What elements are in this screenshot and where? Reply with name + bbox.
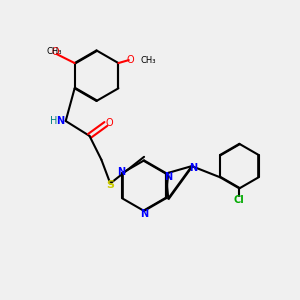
Text: O: O [106, 118, 113, 128]
Text: N: N [117, 167, 125, 176]
Text: N: N [189, 163, 197, 172]
Text: O: O [127, 55, 134, 65]
Text: Cl: Cl [234, 195, 245, 205]
Text: O: O [52, 47, 59, 57]
Text: S: S [106, 180, 114, 190]
Text: N: N [140, 209, 148, 220]
Text: N: N [164, 172, 172, 182]
Text: N: N [56, 116, 64, 126]
Text: H: H [50, 116, 57, 126]
Text: CH₃: CH₃ [141, 56, 156, 64]
Text: CH₃: CH₃ [46, 47, 62, 56]
